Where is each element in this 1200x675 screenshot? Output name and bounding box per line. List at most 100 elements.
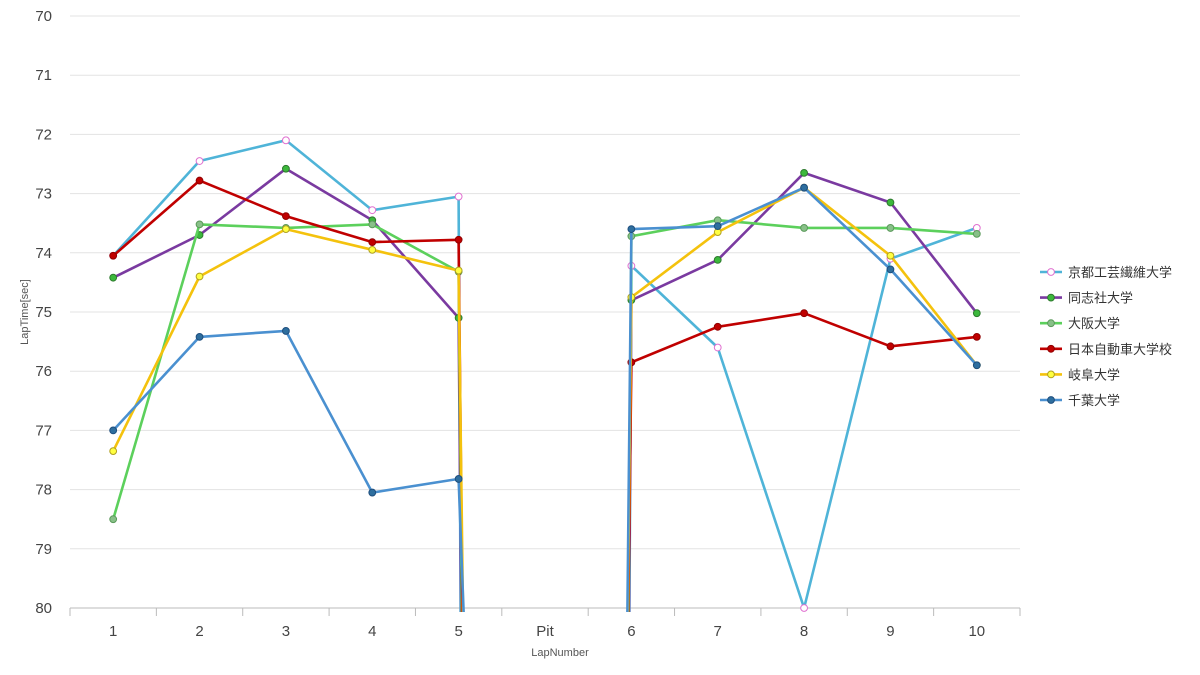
series-line xyxy=(112,329,465,613)
series-line xyxy=(111,223,464,613)
legend-item: 京都工芸繊維大学 xyxy=(1040,265,1172,281)
series-line xyxy=(112,167,463,613)
data-point xyxy=(195,220,204,229)
x-axis-ticks: 1 2 3 4 5 Pit 6 7 8 9 10 xyxy=(69,608,1021,640)
data-point xyxy=(800,224,808,232)
data-point xyxy=(713,343,722,352)
series-4 xyxy=(109,176,981,613)
y-axis-ticks: 70 71 72 73 74 75 76 77 78 79 80 xyxy=(35,8,52,617)
y-tick-label: 70 xyxy=(35,8,52,25)
x-axis-title: LapNumber xyxy=(531,647,589,659)
data-point xyxy=(800,168,808,177)
legend-label: 京都工芸繊維大学 xyxy=(1068,265,1172,281)
series-line xyxy=(626,311,977,613)
legend-label: 岐阜大学 xyxy=(1068,367,1120,383)
y-tick-label: 79 xyxy=(35,541,52,558)
data-point xyxy=(886,265,895,274)
data-point xyxy=(195,332,204,341)
data-point xyxy=(713,256,722,264)
x-tick-label: Pit xyxy=(536,623,554,640)
data-point xyxy=(109,251,118,260)
legend-label: 日本自動車大学校 xyxy=(1068,342,1172,358)
y-tick-label: 74 xyxy=(35,245,52,262)
x-tick-label: 7 xyxy=(714,623,722,640)
legend-item: 岐阜大学 xyxy=(1040,367,1120,383)
data-point xyxy=(800,183,808,192)
legend-swatch-marker xyxy=(1047,293,1055,302)
data-point xyxy=(368,220,377,229)
legend-label: 千葉大学 xyxy=(1068,393,1120,409)
data-point xyxy=(109,426,118,435)
data-point xyxy=(454,235,463,244)
x-tick-label: 1 xyxy=(109,623,117,640)
y-tick-label: 78 xyxy=(35,482,52,499)
x-tick-label: 3 xyxy=(282,623,290,640)
series-6 xyxy=(109,183,981,613)
data-point xyxy=(368,488,377,497)
series-5 xyxy=(109,183,981,613)
series-layer xyxy=(109,136,981,613)
legend-swatch-marker xyxy=(1047,344,1055,353)
data-point xyxy=(368,206,377,215)
data-point xyxy=(800,309,808,318)
x-tick-label: 9 xyxy=(886,623,894,640)
series-line xyxy=(626,186,978,613)
y-axis-title: LapTime[sec] xyxy=(19,279,31,345)
y-tick-label: 80 xyxy=(35,600,52,617)
legend-swatch-marker xyxy=(1047,319,1055,328)
data-point xyxy=(195,272,204,281)
data-point xyxy=(972,361,981,370)
data-point xyxy=(972,229,981,238)
legend-swatch-marker xyxy=(1047,396,1055,404)
x-tick-label: 10 xyxy=(968,623,985,640)
series-1 xyxy=(109,136,981,613)
data-point xyxy=(886,251,895,260)
series-3 xyxy=(109,216,981,613)
legend-item: 日本自動車大学校 xyxy=(1040,342,1172,358)
data-point xyxy=(368,245,377,254)
data-point xyxy=(109,273,118,282)
data-point xyxy=(886,224,895,232)
data-point xyxy=(454,266,463,275)
x-tick-label: 8 xyxy=(800,623,808,640)
x-tick-label: 5 xyxy=(454,623,462,640)
data-point xyxy=(972,309,981,318)
data-point xyxy=(282,136,290,145)
data-point xyxy=(282,164,290,173)
data-point xyxy=(195,176,204,185)
series-line xyxy=(627,218,977,613)
legend-item: 大阪大学 xyxy=(1040,316,1120,332)
series-line xyxy=(628,226,978,613)
data-point xyxy=(368,238,377,247)
x-tick-label: 2 xyxy=(195,623,203,640)
y-tick-label: 75 xyxy=(35,304,52,321)
legend-swatch-marker xyxy=(1047,268,1055,276)
legend-item: 同志社大学 xyxy=(1040,291,1133,307)
grid-lines xyxy=(70,15,1020,609)
y-tick-label: 73 xyxy=(35,186,52,203)
data-point xyxy=(282,212,290,220)
legend-label: 同志社大学 xyxy=(1068,291,1133,307)
data-point xyxy=(886,342,895,351)
data-point xyxy=(282,327,290,335)
series-line xyxy=(627,171,978,613)
legend-swatch-marker xyxy=(1047,370,1055,379)
data-point xyxy=(972,332,981,341)
y-tick-label: 71 xyxy=(35,67,52,84)
data-point xyxy=(454,475,463,483)
x-tick-label: 4 xyxy=(368,623,376,640)
data-point xyxy=(800,604,808,612)
data-point xyxy=(109,515,118,524)
series-line xyxy=(112,227,465,613)
y-tick-label: 76 xyxy=(35,363,52,380)
data-point xyxy=(195,157,204,165)
y-tick-label: 77 xyxy=(35,422,52,439)
data-point xyxy=(627,225,636,234)
legend-item: 千葉大学 xyxy=(1040,393,1120,409)
data-point xyxy=(454,192,463,201)
x-tick-label: 6 xyxy=(627,623,635,640)
data-point xyxy=(713,222,722,231)
data-point xyxy=(713,322,722,331)
